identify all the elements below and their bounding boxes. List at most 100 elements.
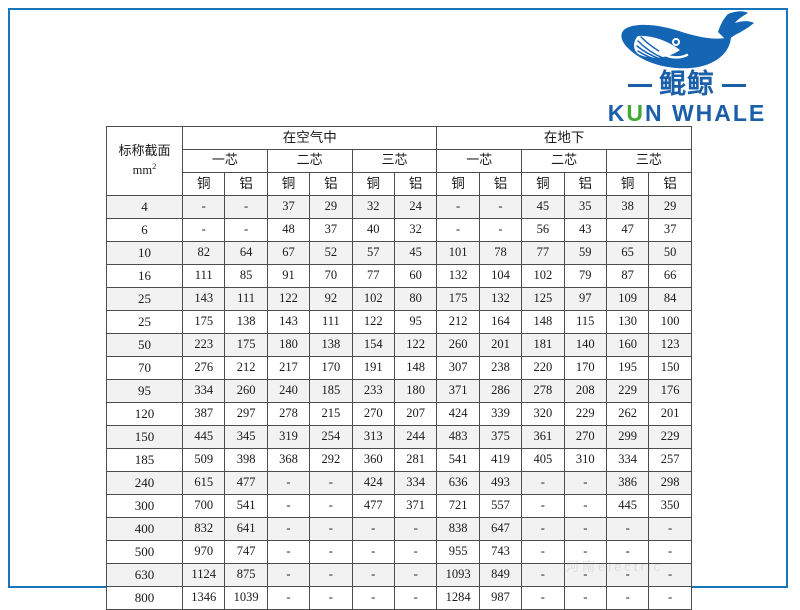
table-row: 95 334 260 240 185 233 180 371 286 278 208 229 176	[106, 379, 692, 403]
cell-value: -	[563, 563, 607, 587]
cell-value: 175	[181, 310, 226, 334]
cell-value: 180	[393, 379, 438, 403]
cell-value: -	[266, 471, 311, 495]
cell-value: 281	[393, 448, 438, 472]
cell-value: 257	[648, 448, 692, 472]
logo-english-accent: U	[626, 100, 645, 126]
cell-value: 170	[563, 356, 607, 380]
cell-value: 164	[478, 310, 523, 334]
cell-value: 208	[563, 379, 607, 403]
cell-value: 50	[648, 241, 692, 265]
header-ug-core-2: 二芯	[521, 149, 607, 173]
cell-value: 212	[436, 310, 480, 334]
cell-value: -	[266, 540, 311, 564]
cell-value: 92	[309, 287, 353, 311]
cell-nominal-section: 120	[106, 402, 183, 426]
cell-value: 85	[224, 264, 268, 288]
logo-english-part2: N WHALE	[644, 100, 767, 126]
cell-value: -	[266, 494, 311, 518]
cell-value: -	[521, 517, 565, 541]
cell-value: 148	[393, 356, 438, 380]
cell-value: 292	[309, 448, 353, 472]
cell-value: 345	[224, 425, 268, 449]
logo-dash-right	[722, 83, 746, 87]
cell-value: 170	[309, 356, 353, 380]
cell-value: 201	[478, 333, 523, 357]
cell-value: 78	[478, 241, 523, 265]
header-row-cores: 一芯 二芯 三芯 一芯 二芯 三芯	[107, 149, 692, 173]
cell-value: 122	[351, 310, 395, 334]
cell-value: 270	[563, 425, 607, 449]
cell-value: -	[605, 517, 650, 541]
cell-value: 80	[393, 287, 438, 311]
cell-value: -	[521, 471, 565, 495]
cell-value: 875	[224, 563, 268, 587]
cell-value: 477	[351, 494, 395, 518]
cell-value: 100	[648, 310, 692, 334]
cell-value: 1346	[181, 586, 226, 610]
cell-value: -	[648, 540, 692, 564]
cell-value: 278	[521, 379, 565, 403]
cell-value: 276	[181, 356, 226, 380]
cell-value: 215	[309, 402, 353, 426]
cell-nominal-section: 150	[106, 425, 183, 449]
cell-value: 1124	[181, 563, 226, 587]
cell-value: 313	[351, 425, 395, 449]
table-row: 4- -37 29 32 24- -45 35 38 29	[106, 195, 692, 219]
cell-value: -	[648, 563, 692, 587]
cell-value: 138	[309, 333, 353, 357]
cell-value: 233	[351, 379, 395, 403]
cell-value: -	[309, 563, 353, 587]
cell-value: 371	[393, 494, 438, 518]
cell-value: 48	[266, 218, 311, 242]
header-nominal-section-unit: mm2	[133, 160, 157, 176]
cell-value: 244	[393, 425, 438, 449]
cell-value: 132	[478, 287, 523, 311]
cell-value: 647	[478, 517, 523, 541]
cell-value: 154	[351, 333, 395, 357]
header-material-8: 铝	[478, 172, 523, 196]
cell-nominal-section: 70	[106, 356, 183, 380]
cell-nominal-section: 25	[106, 310, 183, 334]
header-material-4: 铝	[309, 172, 353, 196]
cell-value: 122	[266, 287, 311, 311]
cell-value: -	[605, 563, 650, 587]
cell-value: 64	[224, 241, 268, 265]
cell-value: 77	[521, 241, 565, 265]
cell-value: 743	[478, 540, 523, 564]
header-material-7: 铜	[436, 172, 480, 196]
cell-value: 97	[563, 287, 607, 311]
whale-icon	[621, 11, 754, 69]
cell-value: 175	[436, 287, 480, 311]
cell-value: 24	[393, 195, 438, 219]
cell-value: -	[393, 586, 438, 610]
cell-value: 270	[351, 402, 395, 426]
cell-value: 1284	[436, 586, 480, 610]
header-material-2: 铝	[224, 172, 268, 196]
cell-value: 955	[436, 540, 480, 564]
cell-value: 229	[563, 402, 607, 426]
cell-value: 138	[224, 310, 268, 334]
cell-value: 111	[224, 287, 268, 311]
cell-value: 32	[393, 218, 438, 242]
table-row: 16 111 85 91 70 77 60 132 104 102 79 87 66	[106, 264, 692, 288]
cell-value: 260	[224, 379, 268, 403]
cell-value: 445	[605, 494, 650, 518]
header-air-core-2: 二芯	[266, 149, 353, 173]
cell-value: 123	[648, 333, 692, 357]
header-nominal-section: 标称截面 mm2	[106, 126, 183, 196]
logo-english-part1: K	[607, 100, 627, 126]
cell-value: -	[224, 195, 268, 219]
logo-dash-left	[628, 83, 652, 87]
cell-value: 254	[309, 425, 353, 449]
table-row: 25 143 111 122 92 102 80 175 132 125 97 109 84	[106, 287, 692, 311]
table-header: 标称截面 mm2 在空气中 在地下 一芯 二芯 三芯 一芯 二芯 三芯 铜铝铜铝…	[106, 126, 692, 196]
cell-value: 636	[436, 471, 480, 495]
cell-value: 32	[351, 195, 395, 219]
cell-value: -	[478, 195, 523, 219]
cell-value: -	[309, 586, 353, 610]
cell-value: -	[478, 218, 523, 242]
cell-value: 849	[478, 563, 523, 587]
cell-value: -	[521, 494, 565, 518]
cell-value: 111	[181, 264, 226, 288]
